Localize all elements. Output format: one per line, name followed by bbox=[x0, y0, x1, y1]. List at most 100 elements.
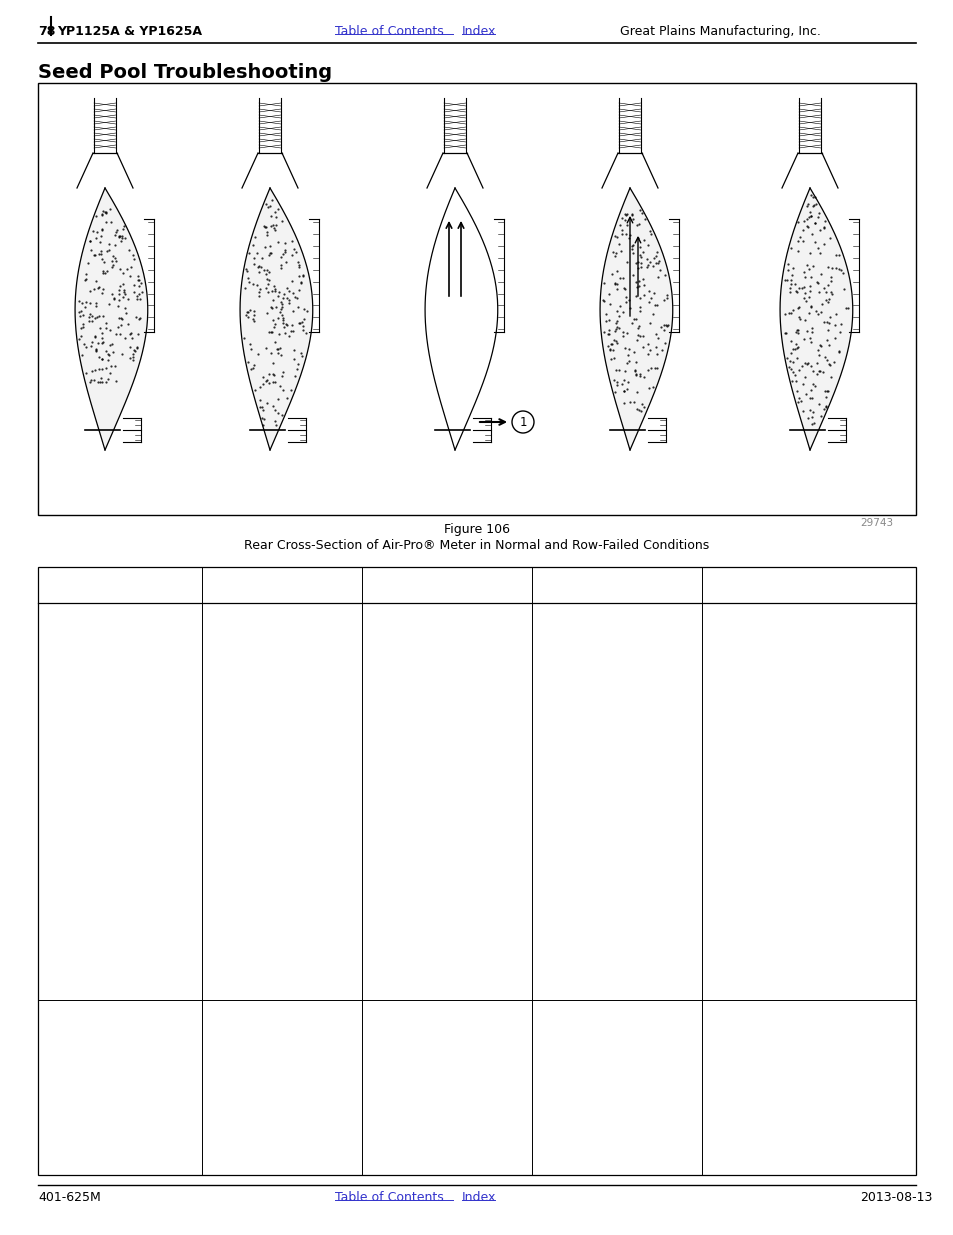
Text: opening, increase: opening, increase bbox=[706, 1045, 818, 1055]
Text: 3.  Tap on screen: 3. Tap on screen bbox=[537, 1056, 629, 1067]
Text: Seed Pool Troubleshooting: Seed Pool Troubleshooting bbox=[38, 63, 332, 82]
Text: Rear Cross-Section of Air-Pro® Meter in Normal and Row-Failed Conditions: Rear Cross-Section of Air-Pro® Meter in … bbox=[244, 538, 709, 552]
Text: 2.  Perform a: 2. Perform a bbox=[367, 1045, 436, 1055]
Polygon shape bbox=[599, 188, 672, 450]
Text: Index: Index bbox=[461, 25, 496, 38]
Text: air, allowing seed to: air, allowing seed to bbox=[43, 643, 153, 653]
Text: Actions:: Actions: bbox=[91, 1007, 149, 1019]
Text: 29743: 29743 bbox=[859, 517, 892, 529]
Text: top of air release: top of air release bbox=[43, 678, 136, 688]
Text: No action required.: No action required. bbox=[207, 1023, 312, 1032]
Text: Once inlet is filled to: Once inlet is filled to bbox=[207, 609, 319, 619]
Text: prevents back-flow of: prevents back-flow of bbox=[43, 620, 161, 631]
Text: Great Plains Manufacturing, Inc.: Great Plains Manufacturing, Inc. bbox=[619, 25, 820, 38]
Text: 3.  Resume planting.: 3. Resume planting. bbox=[367, 1091, 479, 1100]
Text: screen, air flow from: screen, air flow from bbox=[207, 632, 319, 642]
Bar bbox=[38, 567, 915, 1174]
Text: Index: Index bbox=[461, 1191, 496, 1204]
Text: for foreign matter.: for foreign matter. bbox=[706, 1079, 821, 1089]
Text: Continue Planting.: Continue Planting. bbox=[207, 1034, 307, 1044]
Text: suggested: suggested bbox=[706, 1034, 777, 1044]
Text: backlog at the inlet.: backlog at the inlet. bbox=[207, 689, 315, 699]
Text: the delivery system is: the delivery system is bbox=[207, 643, 327, 653]
Text: meter pressurization: meter pressurization bbox=[43, 632, 156, 642]
Text: Actions:: Actions: bbox=[418, 1007, 475, 1019]
Text: 1.  If shutter was at: 1. If shutter was at bbox=[706, 1023, 812, 1032]
Text: one-row seed: one-row seed bbox=[537, 1114, 624, 1124]
Text: Table of Contents: Table of Contents bbox=[335, 1191, 443, 1204]
Text: manifold. Air: manifold. Air bbox=[367, 620, 436, 631]
Text: pool recovery: pool recovery bbox=[367, 1068, 456, 1078]
Text: low: low bbox=[706, 667, 739, 677]
Text: (page 79).: (page 79). bbox=[367, 1079, 436, 1089]
Polygon shape bbox=[240, 188, 313, 450]
Circle shape bbox=[512, 411, 534, 433]
Text: one notch.: one notch. bbox=[706, 1056, 779, 1067]
Text: Normal:: Normal: bbox=[92, 576, 148, 588]
Text: Actions:: Actions: bbox=[253, 1007, 310, 1019]
Text: 2013-08-13: 2013-08-13 bbox=[859, 1191, 931, 1204]
Text: back-flow ① is: back-flow ① is bbox=[367, 632, 444, 642]
Text: Figure 106: Figure 106 bbox=[443, 522, 510, 536]
Text: top of air release: top of air release bbox=[207, 620, 299, 631]
Text: 2.  Disconnect hose: 2. Disconnect hose bbox=[537, 1034, 643, 1044]
Text: Filled: Filled bbox=[263, 589, 301, 601]
Text: Shutter: Shutter bbox=[781, 589, 835, 601]
Polygon shape bbox=[780, 188, 852, 450]
Text: released, the seed: released, the seed bbox=[537, 689, 638, 699]
Bar bbox=[38, 83, 915, 515]
Text: planting reduces the: planting reduces the bbox=[207, 678, 319, 688]
Text: Delivery Blockage or: Delivery Blockage or bbox=[375, 576, 518, 588]
Text: 4.  Check seed pool: 4. Check seed pool bbox=[537, 1079, 644, 1089]
Text: system, filling inlet to: system, filling inlet to bbox=[43, 667, 161, 677]
Text: occurring. Causes: occurring. Causes bbox=[367, 643, 464, 653]
Text: blockage.: blockage. bbox=[367, 1034, 434, 1044]
Text: seed has caused a: seed has caused a bbox=[537, 620, 638, 631]
Text: 1: 1 bbox=[518, 415, 526, 429]
Text: When the bridge is: When the bridge is bbox=[537, 678, 639, 688]
Text: (page 79).: (page 79). bbox=[537, 1137, 607, 1147]
Text: No seed arriving from: No seed arriving from bbox=[367, 609, 485, 619]
Text: •  meter never primed: • meter never primed bbox=[367, 713, 490, 722]
Text: •  Y-tube closed: • Y-tube closed bbox=[367, 701, 453, 711]
Text: Actions:: Actions: bbox=[588, 1007, 644, 1019]
Text: seed arrives until: seed arrives until bbox=[207, 667, 301, 677]
Text: pool recovery: pool recovery bbox=[537, 1125, 625, 1135]
Text: inlet. Air back-flow ①: inlet. Air back-flow ① bbox=[537, 643, 651, 653]
Text: cone and inspect.: cone and inspect. bbox=[537, 1068, 647, 1078]
Text: Screen: Screen bbox=[592, 589, 640, 601]
Text: Normal:: Normal: bbox=[253, 576, 310, 588]
Text: 2.  Check seed pool: 2. Check seed pool bbox=[706, 1068, 814, 1078]
Text: Continue Planting.: Continue Planting. bbox=[43, 1034, 143, 1044]
Text: •  low fan speed: • low fan speed bbox=[367, 667, 456, 677]
Text: seed: seed bbox=[706, 689, 746, 699]
Text: No action required.: No action required. bbox=[43, 1023, 148, 1032]
Text: bridge at the top of the: bridge at the top of the bbox=[537, 632, 664, 642]
Text: one-row seed: one-row seed bbox=[367, 1056, 455, 1067]
Text: blocked. No further: blocked. No further bbox=[207, 655, 313, 664]
Text: is occurring.: is occurring. bbox=[537, 655, 603, 664]
Text: 5.  Perform a: 5. Perform a bbox=[537, 1103, 607, 1113]
Text: 401-625M: 401-625M bbox=[38, 1191, 101, 1204]
Text: at meter.: at meter. bbox=[537, 1045, 600, 1055]
Text: Actions:: Actions: bbox=[780, 1007, 837, 1019]
Text: •  no seed available: • no seed available bbox=[367, 689, 476, 699]
Polygon shape bbox=[75, 188, 148, 450]
Text: Oversize matter in: Oversize matter in bbox=[537, 609, 638, 619]
Text: YP1125A & YP1625A: YP1125A & YP1625A bbox=[57, 25, 202, 38]
Text: is blocking flow.: is blocking flow. bbox=[706, 620, 793, 631]
Text: 78: 78 bbox=[38, 25, 55, 38]
Text: Bridging:: Bridging: bbox=[776, 576, 841, 588]
Text: to prevent back-flow.: to prevent back-flow. bbox=[537, 713, 651, 722]
Text: 3.  Resume planting.: 3. Resume planting. bbox=[706, 1091, 819, 1100]
Text: Seed pool at shutter: Seed pool at shutter bbox=[43, 609, 154, 619]
Text: •  seed hose blockage: • seed hose blockage bbox=[367, 678, 488, 688]
Text: •  oversize seed: • oversize seed bbox=[706, 643, 795, 653]
Text: pool will be insufficient: pool will be insufficient bbox=[537, 701, 662, 711]
Text: •  oversize matter in: • oversize matter in bbox=[706, 678, 819, 688]
Text: 1.  Close shutter.: 1. Close shutter. bbox=[537, 1023, 628, 1032]
Text: screen.: screen. bbox=[43, 689, 83, 699]
Text: A bridge at the shutter: A bridge at the shutter bbox=[706, 609, 831, 619]
Text: Filling: Filling bbox=[98, 589, 141, 601]
Text: Table of Contents: Table of Contents bbox=[335, 25, 443, 38]
